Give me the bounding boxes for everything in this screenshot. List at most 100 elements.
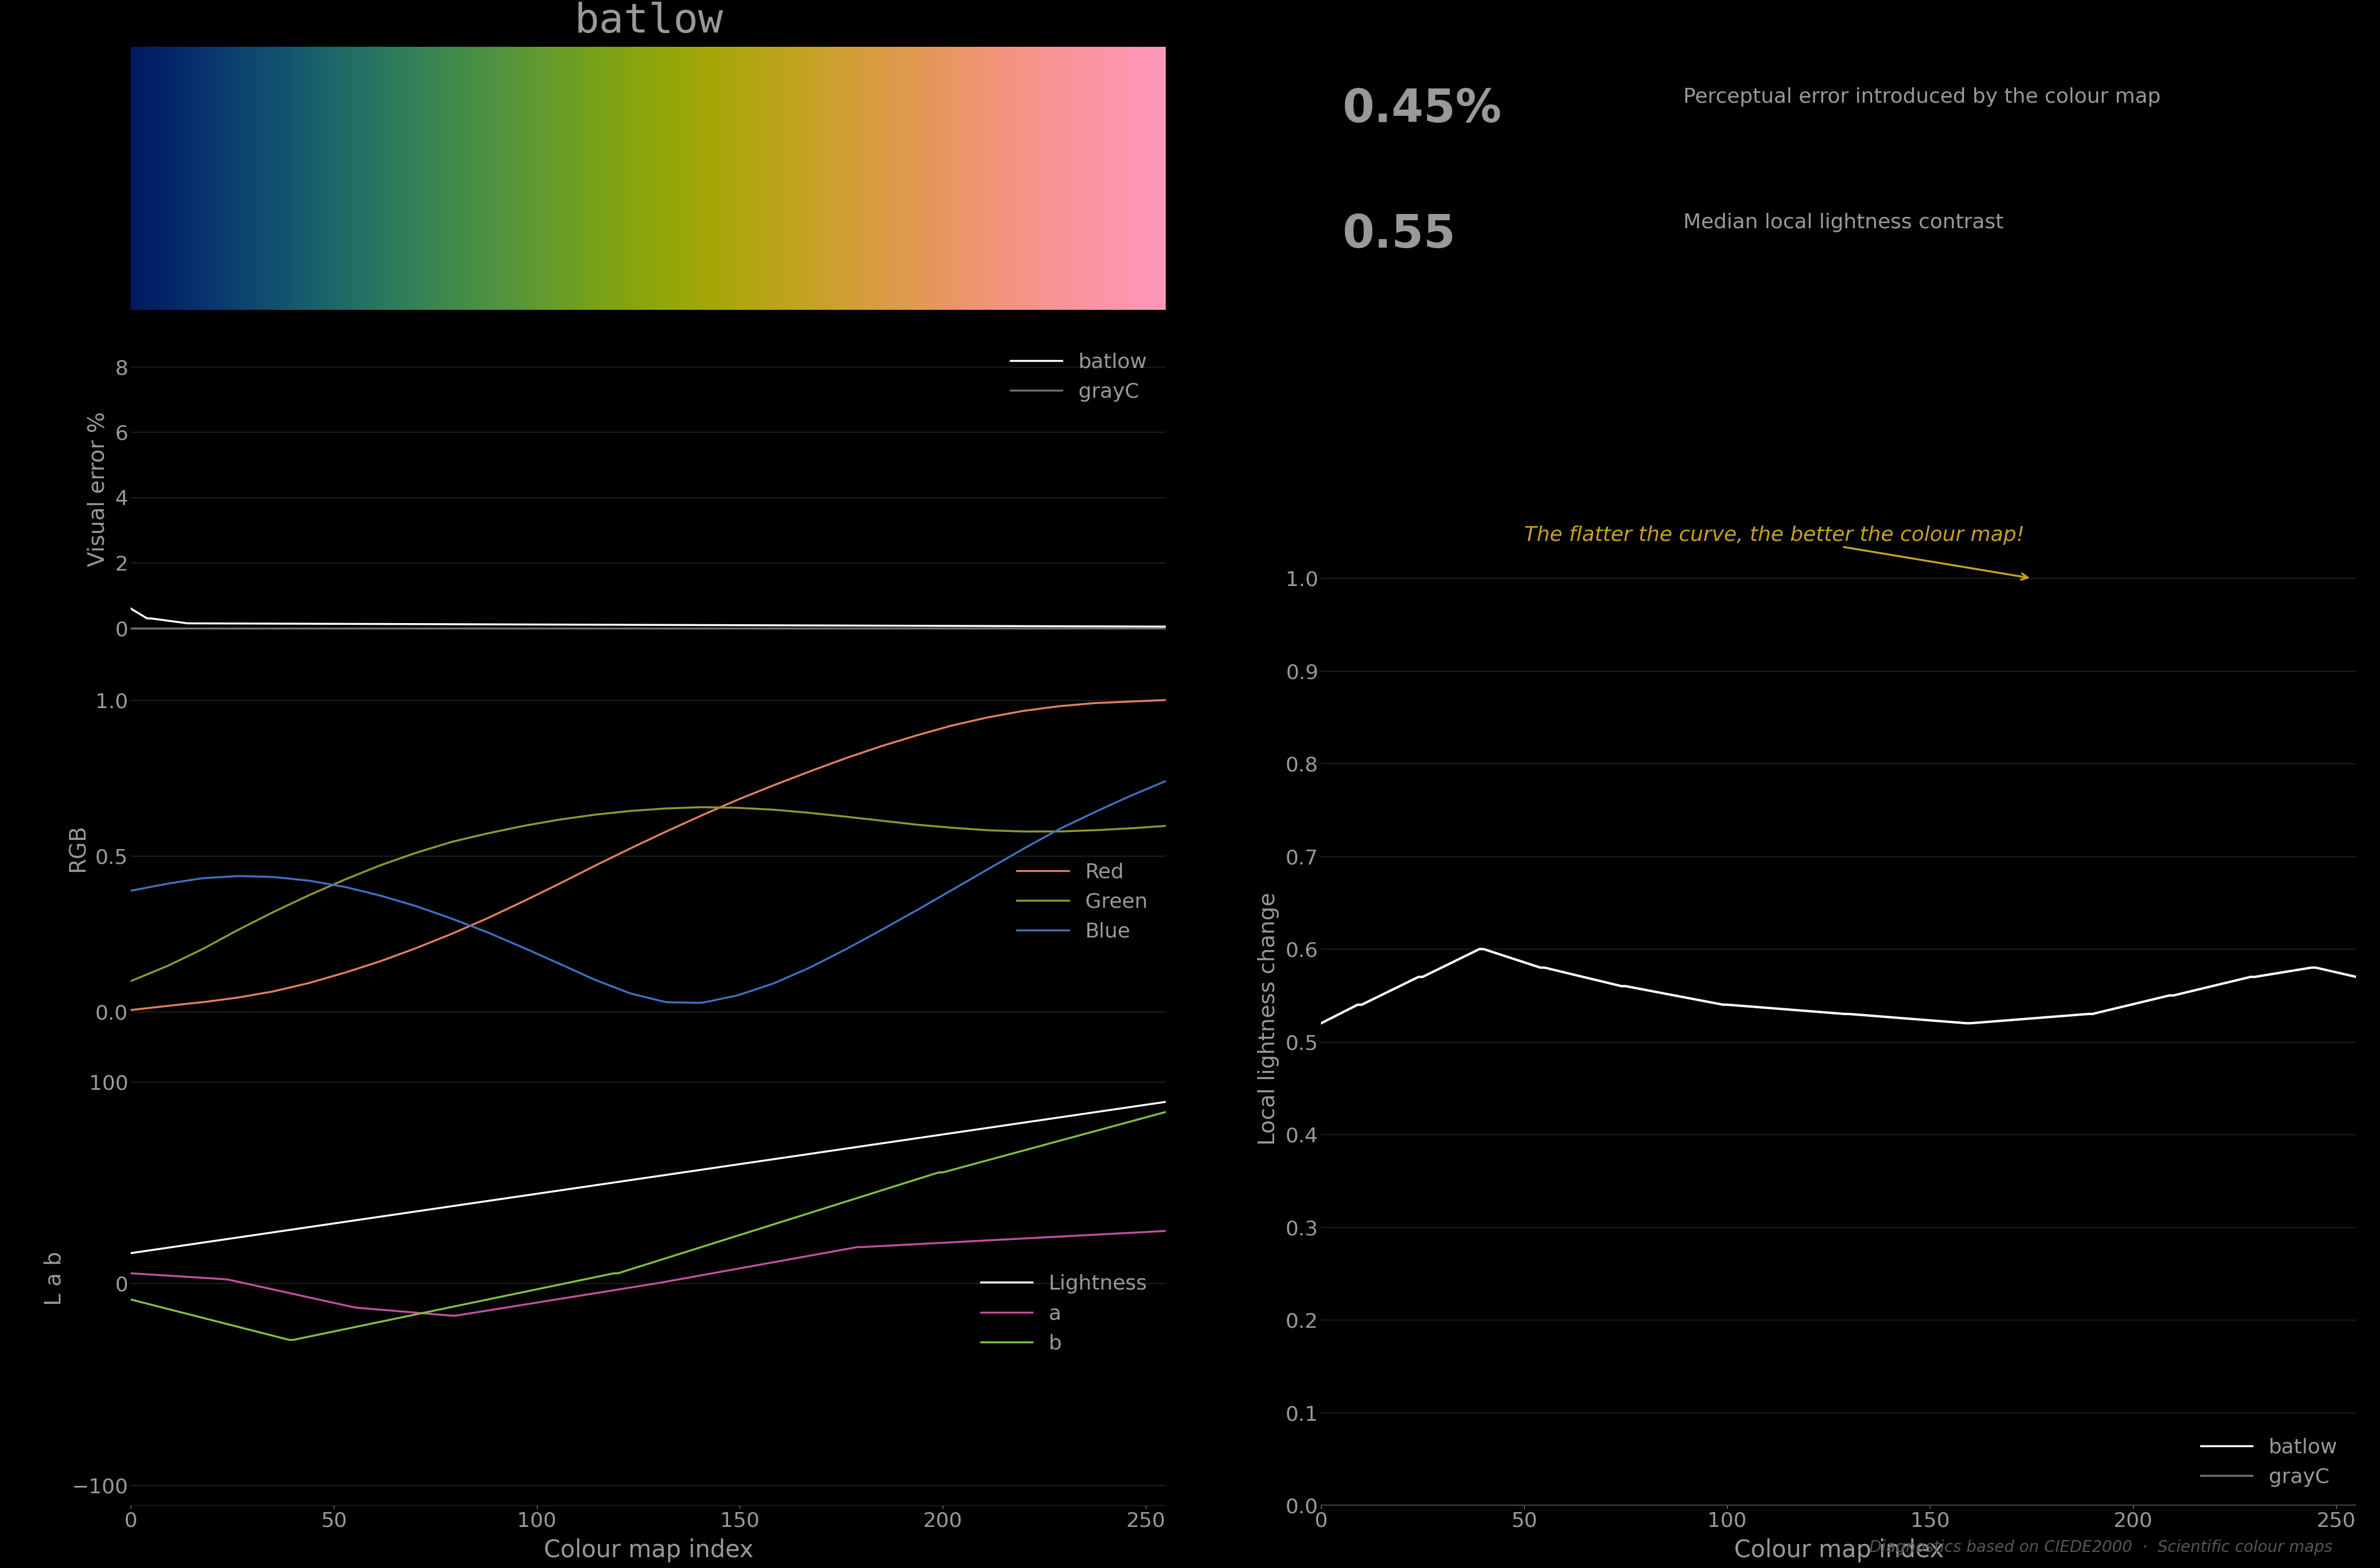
Lightness (628, 1170, 657, 1189)
b (1152, 1102, 1180, 1121)
Blue (1152, 771, 1180, 790)
b (502, 1284, 531, 1303)
grayC (1633, 1496, 1661, 1515)
Red (440, 922, 469, 941)
grayC (497, 619, 526, 638)
b (571, 1270, 600, 1289)
Blue (685, 994, 714, 1013)
Green (688, 798, 716, 817)
b (117, 1290, 145, 1309)
Lightness (957, 1121, 985, 1140)
Blue (117, 881, 145, 900)
grayC (628, 619, 657, 638)
batlow (1152, 618, 1180, 637)
Text: Perceptual error introduced by the colour map: Perceptual error introduced by the colou… (1683, 88, 2161, 107)
batlow (117, 599, 145, 618)
Legend: Red, Green, Blue: Red, Green, Blue (1009, 855, 1157, 949)
grayC (1702, 1496, 1730, 1515)
Text: 0.45%: 0.45% (1342, 88, 1502, 132)
grayC (2342, 1496, 2370, 1515)
batlow (1823, 1004, 1852, 1022)
Blue (566, 964, 595, 983)
grayC (509, 619, 538, 638)
grayC (1687, 1496, 1716, 1515)
a (117, 1264, 145, 1283)
Green (497, 818, 526, 837)
grayC (1307, 1496, 1335, 1515)
Red (497, 897, 526, 916)
Lightness (509, 1185, 538, 1204)
Red (1152, 690, 1180, 709)
batlow (1704, 994, 1733, 1013)
b (962, 1154, 990, 1173)
b (633, 1254, 662, 1273)
Line: Green: Green (131, 808, 1166, 982)
Green (117, 972, 145, 991)
a (514, 1295, 543, 1314)
grayC (2147, 1496, 2175, 1515)
Y-axis label: L a b: L a b (43, 1251, 64, 1306)
grayC (117, 619, 145, 638)
batlow (1635, 982, 1664, 1000)
grayC (1152, 619, 1180, 638)
Title: batlow: batlow (574, 2, 724, 41)
batlow (1466, 939, 1495, 958)
batlow (2152, 986, 2180, 1005)
Legend: batlow, grayC: batlow, grayC (1002, 345, 1157, 409)
a (1152, 1221, 1180, 1240)
a (571, 1286, 600, 1305)
batlow (1692, 993, 1721, 1011)
X-axis label: Colour map index: Colour map index (1735, 1538, 1944, 1563)
batlow (509, 615, 538, 633)
b (445, 1295, 474, 1314)
Red (566, 862, 595, 881)
Legend: batlow, grayC: batlow, grayC (2192, 1430, 2347, 1494)
a (502, 1297, 531, 1316)
Y-axis label: RGB: RGB (67, 825, 88, 872)
batlow (1761, 999, 1790, 1018)
Green (566, 808, 595, 826)
Blue (440, 911, 469, 930)
X-axis label: Colour map index: Colour map index (543, 1538, 752, 1563)
Line: batlow: batlow (131, 608, 1166, 627)
Green (440, 831, 469, 850)
Green (1152, 817, 1180, 836)
Lightness (117, 1243, 145, 1262)
batlow (1307, 1014, 1335, 1033)
a (445, 1306, 474, 1325)
Blue (628, 986, 657, 1005)
Line: Red: Red (131, 699, 1166, 1010)
Lightness (566, 1178, 595, 1196)
Text: Median local lightness contrast: Median local lightness contrast (1683, 213, 2004, 232)
Y-axis label: Visual error %: Visual error % (88, 412, 109, 568)
Line: a: a (131, 1231, 1166, 1316)
a (633, 1276, 662, 1295)
Text: Diagnostics based on CIEDE2000  ·  Scientific colour maps: Diagnostics based on CIEDE2000 · Scienti… (1868, 1540, 2332, 1555)
Line: Blue: Blue (131, 781, 1166, 1004)
Text: The flatter the curve, the better the colour map!: The flatter the curve, the better the co… (1523, 525, 2028, 580)
Legend: Lightness, a, b: Lightness, a, b (973, 1265, 1157, 1361)
Red (509, 891, 538, 909)
Green (962, 820, 990, 839)
Line: b: b (131, 1112, 1166, 1341)
Line: batlow: batlow (1321, 949, 2356, 1024)
Red (957, 712, 985, 731)
batlow (440, 615, 469, 633)
grayC (440, 619, 469, 638)
Line: Lightness: Lightness (131, 1102, 1166, 1253)
grayC (566, 619, 595, 638)
Lightness (440, 1196, 469, 1215)
b (276, 1331, 305, 1350)
batlow (566, 615, 595, 633)
Blue (962, 867, 990, 886)
batlow (2342, 967, 2370, 986)
batlow (957, 616, 985, 635)
b (514, 1281, 543, 1300)
Red (117, 1000, 145, 1019)
Red (628, 833, 657, 851)
Green (509, 817, 538, 836)
batlow (628, 616, 657, 635)
grayC (1818, 1496, 1847, 1515)
Blue (497, 933, 526, 952)
Green (628, 801, 657, 820)
